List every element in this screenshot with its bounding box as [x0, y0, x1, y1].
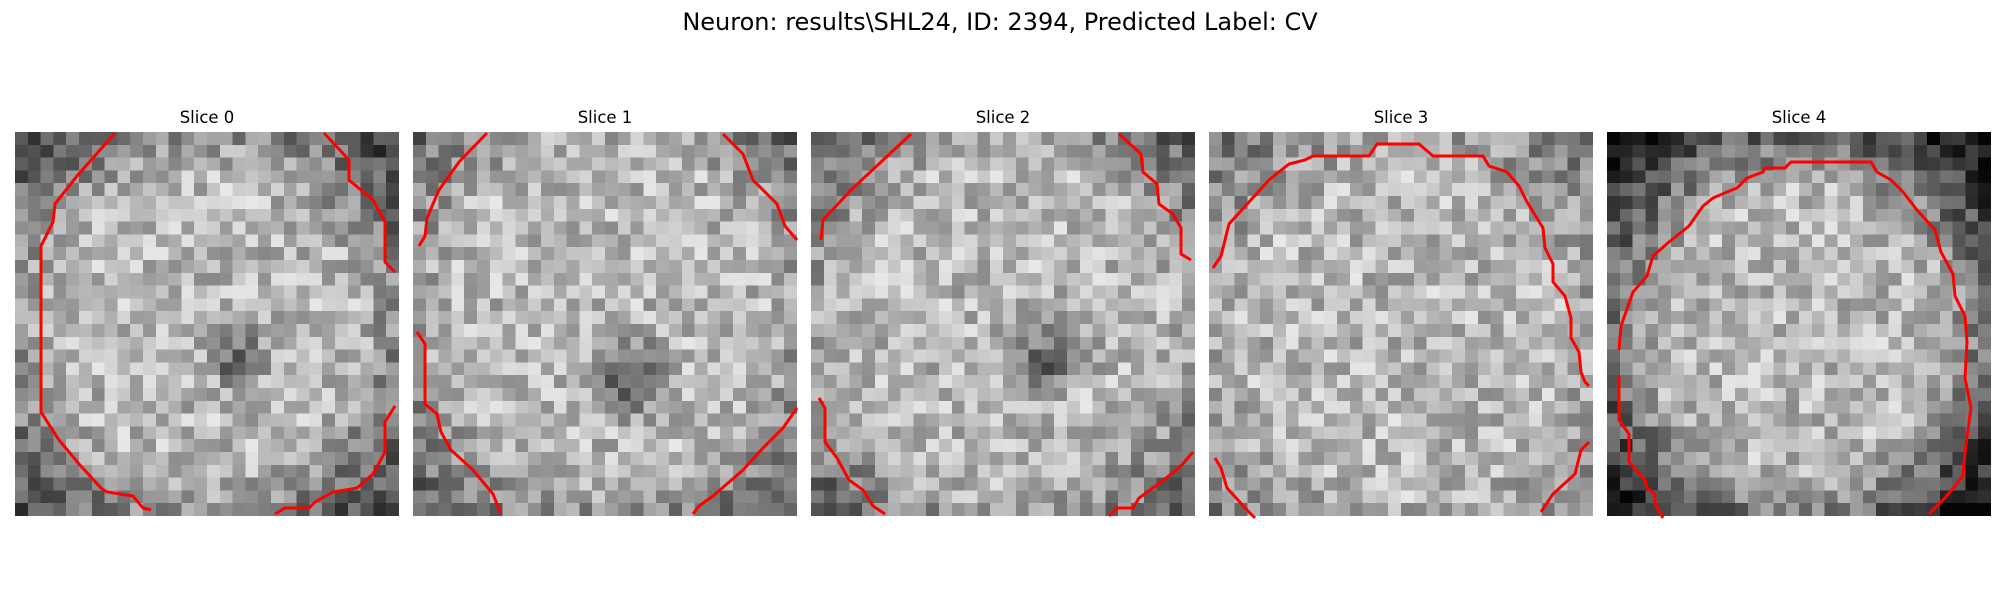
contour-overlay: [817, 132, 1195, 518]
slice-title: Slice 3: [1373, 108, 1429, 127]
contour-line: [1213, 457, 1257, 520]
contour-line: [39, 132, 152, 512]
contour-line: [274, 405, 397, 516]
contour-line: [817, 397, 886, 516]
grayscale-image: [15, 132, 399, 516]
contour-overlay: [415, 131, 799, 515]
slice-title: Slice 4: [1771, 108, 1827, 127]
slice-panel-4: Slice 4: [1607, 106, 1991, 519]
contour-line: [819, 132, 913, 241]
contour-line: [1617, 376, 1665, 519]
grayscale-image: [1607, 132, 1991, 516]
slice-title: Slice 0: [179, 108, 235, 127]
slice-image-4: [1607, 132, 1991, 519]
contour-line: [417, 131, 489, 247]
grayscale-image: [811, 132, 1195, 516]
grayscale-image: [1209, 132, 1593, 516]
contour-overlay: [1211, 142, 1591, 520]
slice-image-2: [811, 132, 1195, 518]
slice-image-1: [413, 131, 799, 516]
slice-panel-0: Slice 0: [15, 106, 399, 516]
contour-overlay: [39, 131, 397, 516]
contour-line: [1211, 142, 1591, 388]
contour-line: [1117, 132, 1192, 262]
contour-line: [415, 331, 503, 515]
slice-image-0: [15, 131, 399, 516]
contour-overlay: [1617, 160, 1973, 519]
contour-line: [322, 131, 397, 274]
figure-title: Neuron: results\SHL24, ID: 2394, Predict…: [682, 8, 1318, 36]
contour-line: [691, 407, 799, 515]
slice-panel-1: Slice 1: [413, 106, 799, 516]
contour-line: [721, 132, 799, 241]
slice-panel-2: Slice 2: [811, 106, 1195, 518]
contour-line: [1617, 160, 1973, 516]
slice-panel-3: Slice 3: [1209, 106, 1593, 520]
contour-line: [1107, 451, 1195, 518]
slice-title: Slice 2: [975, 108, 1031, 127]
slice-image-3: [1209, 132, 1593, 520]
grayscale-image: [413, 132, 797, 516]
contour-line: [1539, 440, 1591, 513]
slice-title: Slice 1: [577, 108, 633, 127]
